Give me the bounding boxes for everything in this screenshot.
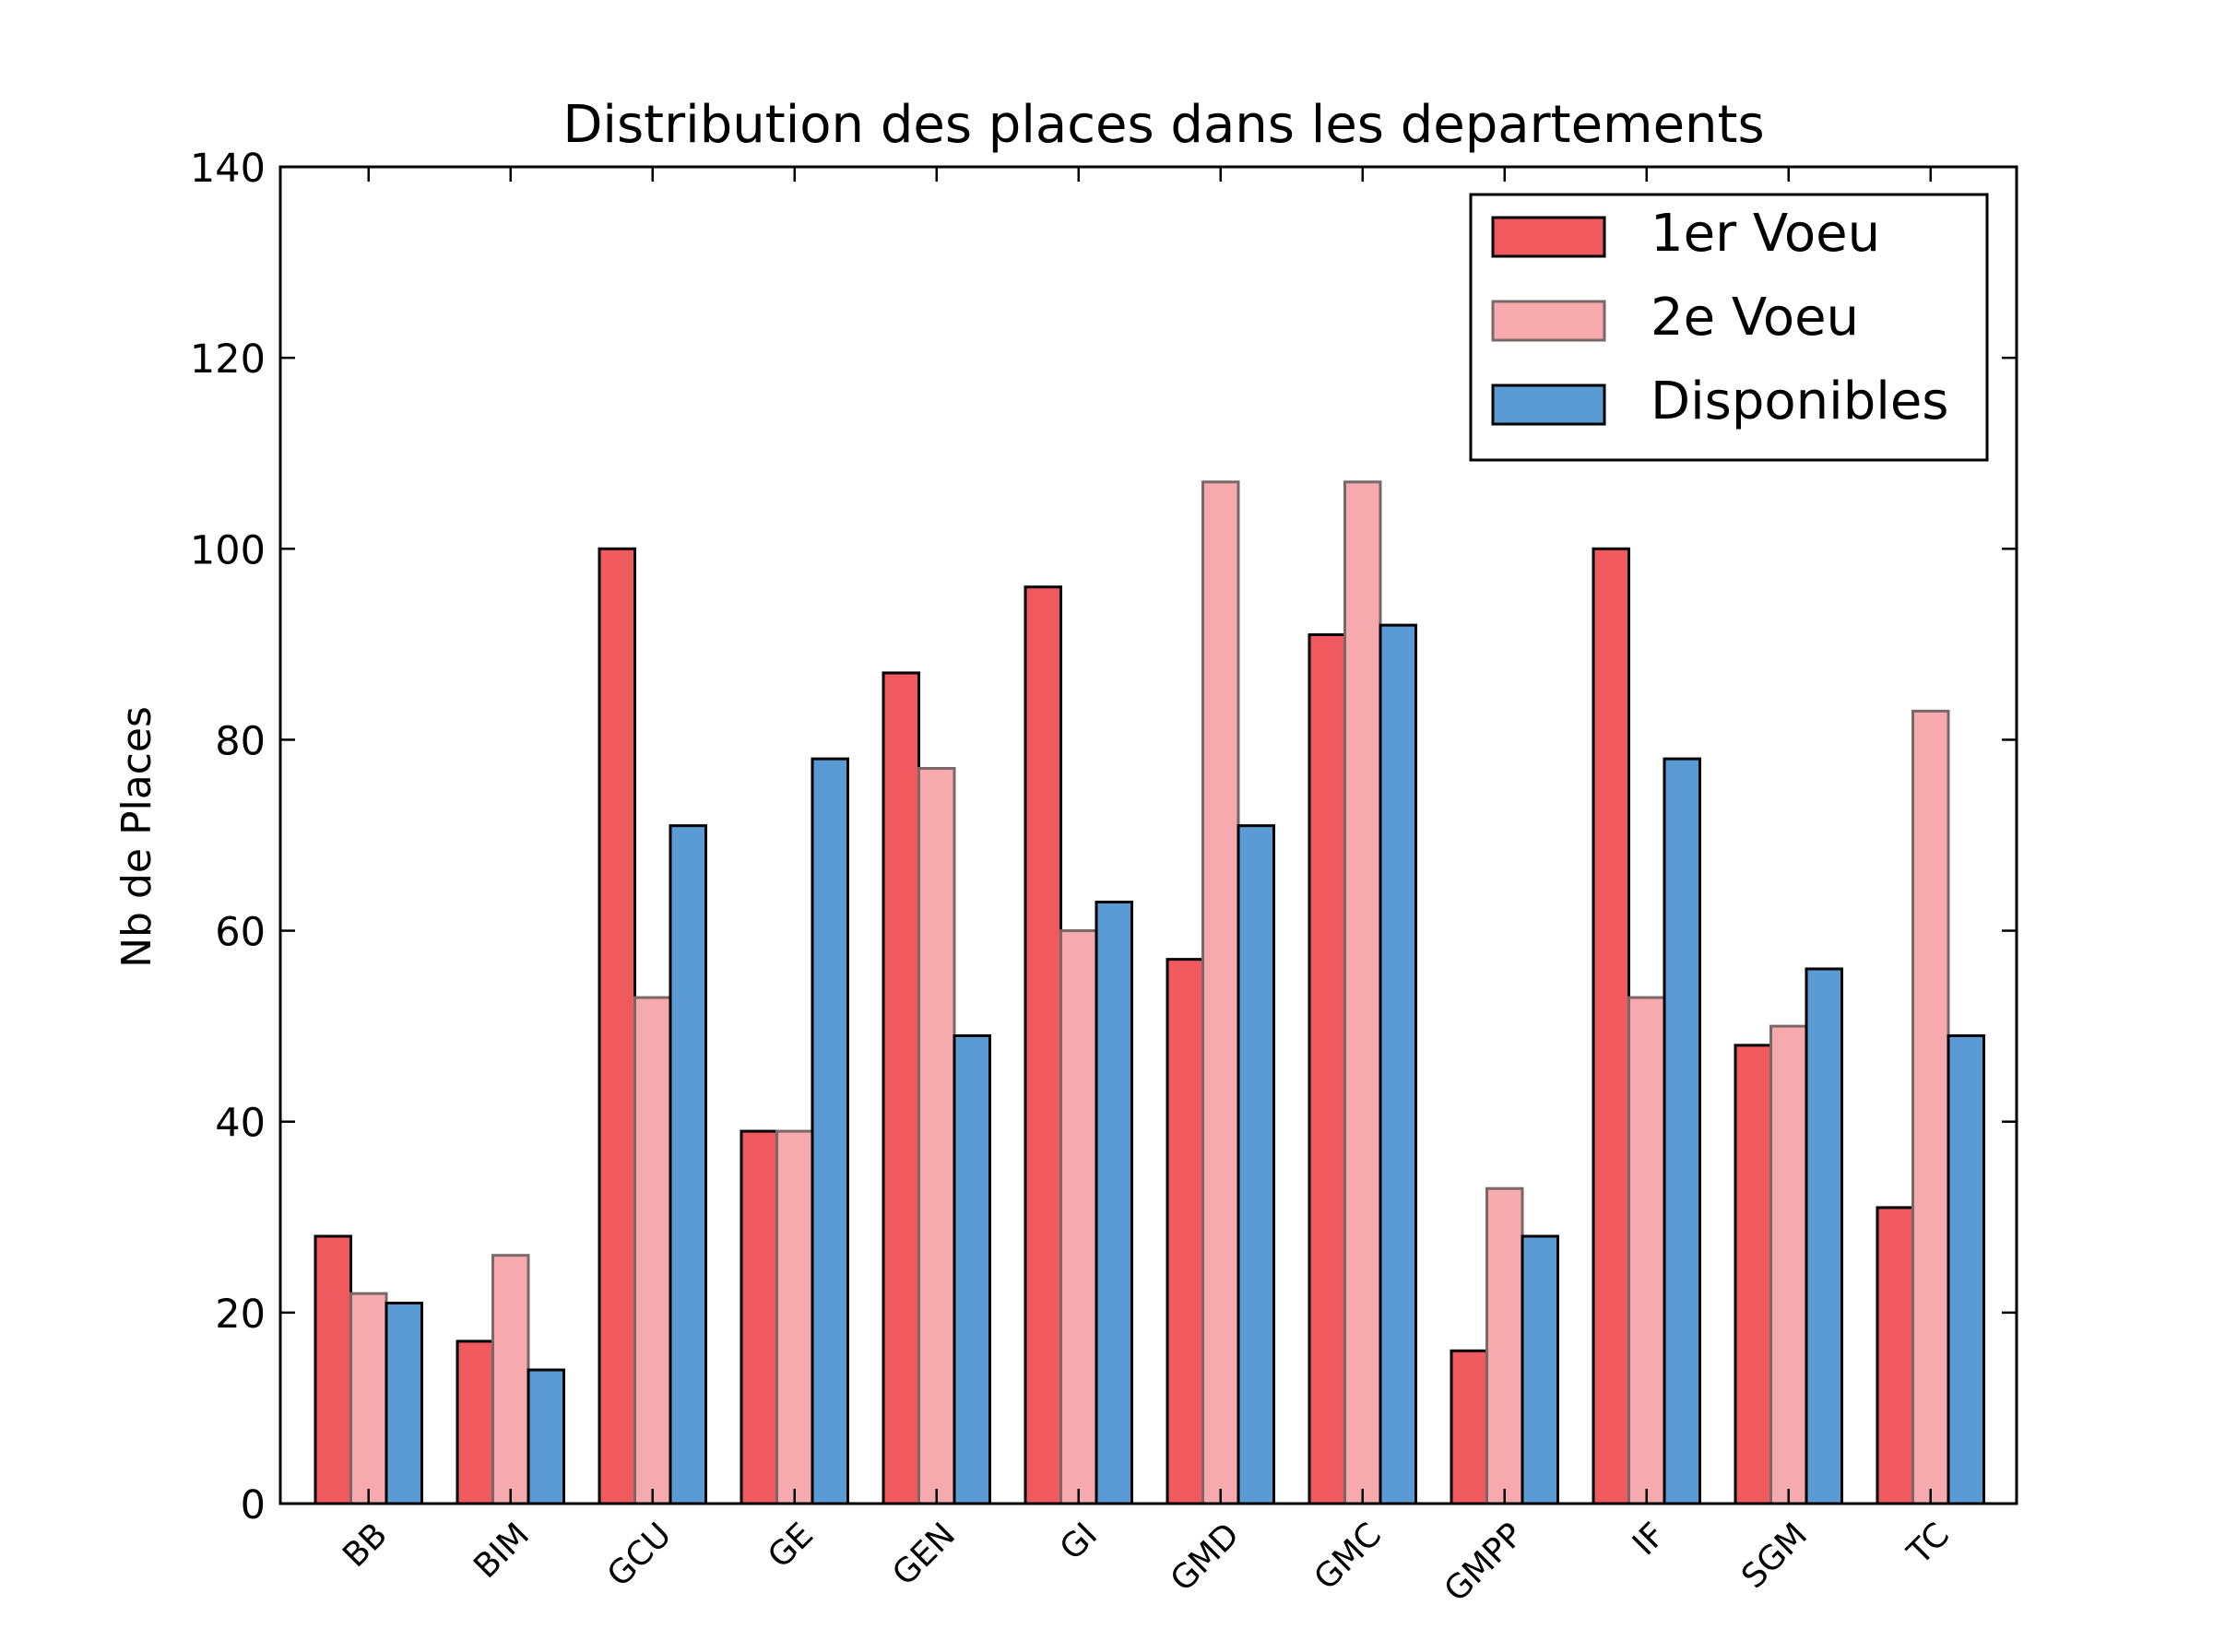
- y-tick-label: 0: [241, 1482, 266, 1528]
- bar-bb-series-2: [349, 1292, 388, 1505]
- bar-gmd-series-2: [1201, 480, 1240, 1505]
- bar-bim-series-2: [491, 1254, 530, 1505]
- bar-gcu-series-1: [598, 547, 636, 1505]
- x-tick-label: GMD: [1164, 1516, 1247, 1599]
- legend-label-series-2: 2e Voeu: [1651, 288, 1859, 348]
- plot-frame: [278, 165, 2018, 1505]
- x-tick-label: TC: [1900, 1516, 1958, 1573]
- x-tick-label: GCU: [600, 1516, 679, 1594]
- bar-gmd-series-1: [1166, 958, 1204, 1505]
- legend-swatch-series-1: [1491, 216, 1606, 258]
- bar-gen-series-2: [917, 767, 956, 1505]
- bar-gmd-series-3: [1237, 824, 1275, 1505]
- x-tick-label: GEN: [885, 1516, 963, 1593]
- bar-if-series-2: [1627, 996, 1666, 1505]
- bar-gen-series-1: [882, 671, 920, 1505]
- y-axis-label: Nb de Places: [113, 706, 160, 968]
- bar-gcu-series-2: [633, 996, 672, 1505]
- bar-gmc-series-2: [1343, 480, 1382, 1505]
- bar-if-series-3: [1663, 757, 1701, 1505]
- legend-label-series-3: Disponibles: [1651, 372, 1948, 431]
- bar-gen-series-3: [953, 1034, 991, 1505]
- bar-sgm-series-3: [1805, 967, 1843, 1505]
- bar-if-series-1: [1592, 547, 1630, 1505]
- bars-layer: [314, 480, 1985, 1505]
- x-tick-label: BB: [336, 1516, 395, 1575]
- x-tick-label: GI: [1053, 1516, 1105, 1567]
- bar-gi-series-3: [1095, 901, 1133, 1505]
- x-tick-label: IF: [1626, 1516, 1673, 1563]
- y-tick-label: 80: [215, 718, 266, 764]
- y-tick-label: 60: [215, 910, 266, 956]
- x-tick-label: BIM: [467, 1516, 537, 1586]
- bar-gmpp-series-3: [1521, 1234, 1559, 1505]
- y-tick-label: 120: [190, 336, 266, 383]
- x-tick-label: SGM: [1734, 1516, 1815, 1596]
- bar-sgm-series-1: [1734, 1044, 1772, 1505]
- bar-tc-series-3: [1947, 1034, 1985, 1505]
- bar-gmc-series-1: [1308, 633, 1346, 1505]
- bar-ge-series-1: [740, 1129, 778, 1505]
- bar-bb-series-1: [314, 1234, 352, 1505]
- bar-tc-series-2: [1911, 709, 1950, 1505]
- legend-swatch-series-3: [1491, 384, 1606, 426]
- bar-gmpp-series-1: [1450, 1349, 1488, 1505]
- bar-bb-series-3: [385, 1302, 423, 1505]
- bar-gmc-series-3: [1379, 623, 1417, 1505]
- bar-bim-series-3: [527, 1368, 565, 1505]
- y-tick-label: 20: [215, 1292, 266, 1338]
- legend: 1er Voeu 2e Voeu Disponibles: [1469, 193, 1989, 462]
- x-tick-label: GMPP: [1438, 1516, 1531, 1609]
- legend-items: 1er Voeu 2e Voeu Disponibles: [1491, 204, 1948, 431]
- legend-label-series-1: 1er Voeu: [1651, 204, 1880, 264]
- chart-title: Distribution des places dans les departe…: [562, 95, 1764, 155]
- bar-gcu-series-3: [669, 824, 707, 1505]
- bar-gi-series-1: [1024, 585, 1062, 1505]
- bar-tc-series-1: [1876, 1206, 1914, 1505]
- bar-gmpp-series-2: [1485, 1186, 1524, 1505]
- y-tick-label: 140: [190, 146, 266, 192]
- bar-ge-series-3: [811, 757, 849, 1505]
- legend-swatch-series-2: [1491, 300, 1606, 342]
- x-tick-label: GE: [761, 1516, 821, 1575]
- bar-bim-series-1: [456, 1339, 494, 1505]
- bar-sgm-series-2: [1769, 1024, 1808, 1505]
- x-tick-label: GMC: [1308, 1516, 1389, 1597]
- y-tick-label: 100: [190, 527, 266, 573]
- bar-gi-series-2: [1059, 929, 1098, 1505]
- y-tick-label: 40: [215, 1101, 266, 1147]
- bar-ge-series-2: [775, 1129, 814, 1505]
